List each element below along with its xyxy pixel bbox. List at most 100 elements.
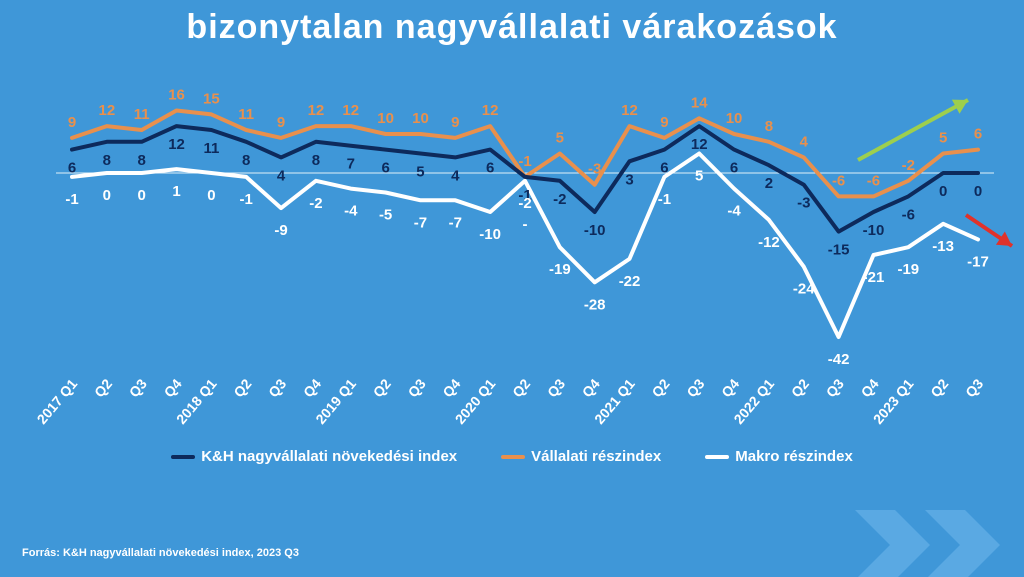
x-tick-label: Q3 bbox=[544, 375, 568, 400]
data-label-macro: -7 bbox=[449, 214, 462, 231]
data-label-corporate: 8 bbox=[765, 118, 773, 135]
chevron-logo-icon bbox=[855, 510, 1000, 577]
x-tick-label: Q4 bbox=[857, 375, 881, 400]
data-label-corporate: 9 bbox=[68, 114, 76, 131]
trend-up-arrow-icon bbox=[857, 98, 969, 162]
data-label-macro: -2 bbox=[518, 195, 531, 212]
x-tick-label: Q3 bbox=[962, 375, 986, 400]
data-label-macro: -12 bbox=[758, 234, 780, 251]
x-tick-label: Q2 bbox=[648, 375, 672, 400]
data-label-macro: 0 bbox=[103, 187, 111, 204]
data-label-macro: -2 bbox=[309, 195, 322, 212]
data-label-index: 6 bbox=[381, 160, 389, 177]
x-tick-label: Q4 bbox=[579, 375, 603, 400]
legend-swatch-index bbox=[171, 454, 196, 459]
data-label-corporate: 9 bbox=[277, 114, 285, 131]
data-label-corporate: 11 bbox=[134, 106, 150, 123]
data-label-macro: -7 bbox=[414, 214, 427, 231]
data-label-corporate: 15 bbox=[203, 90, 220, 107]
data-label-index: 3 bbox=[625, 171, 633, 188]
data-label-corporate: 11 bbox=[238, 106, 254, 123]
data-label-macro: -28 bbox=[584, 296, 606, 313]
data-label-macro: -21 bbox=[863, 269, 885, 286]
data-label-index: 12 bbox=[168, 136, 185, 153]
data-label-corporate: 9 bbox=[660, 114, 668, 131]
data-label-macro: -9 bbox=[274, 222, 287, 239]
x-tick-label: Q3 bbox=[265, 375, 289, 400]
legend-item-index: K&H nagyvállalati növekedési index bbox=[171, 448, 457, 465]
data-label-macro: -4 bbox=[344, 203, 358, 220]
data-label-corporate: 9 bbox=[451, 114, 459, 131]
data-label-macro: 0 bbox=[207, 187, 215, 204]
legend-swatch-corporate bbox=[501, 454, 526, 459]
data-label-macro: -5 bbox=[379, 207, 392, 224]
data-label-index: -3 bbox=[797, 195, 810, 212]
legend-item-corporate: Vállalati részindex bbox=[501, 448, 661, 465]
x-tick-label: Q4 bbox=[300, 375, 324, 400]
data-label-corporate: 10 bbox=[412, 110, 429, 127]
data-label-index: 6 bbox=[730, 160, 738, 177]
data-label-index: -10 bbox=[584, 222, 606, 239]
data-label-corporate: 6 bbox=[974, 126, 982, 143]
legend-label-corporate: Vállalati részindex bbox=[531, 448, 662, 465]
data-label-index: 8 bbox=[138, 152, 146, 169]
data-label-macro: -10 bbox=[479, 226, 501, 243]
x-tick-label: Q2 bbox=[230, 375, 254, 400]
data-label-index: 8 bbox=[103, 152, 111, 169]
data-label-index: 0 bbox=[939, 183, 947, 200]
data-label-corporate: -2 bbox=[902, 157, 915, 174]
data-label-index: 4 bbox=[451, 167, 460, 184]
data-label-macro: -17 bbox=[967, 253, 989, 270]
data-label-index: 7 bbox=[347, 156, 355, 173]
data-label-index: 12 bbox=[691, 136, 708, 153]
legend-label-index: K&H nagyvállalati növekedési index bbox=[201, 448, 458, 465]
data-label-macro: -13 bbox=[932, 238, 954, 255]
data-label-corporate: 12 bbox=[342, 102, 359, 119]
x-tick-label: Q3 bbox=[823, 375, 847, 400]
x-tick-label: Q2 bbox=[91, 375, 115, 400]
data-label-index: -1 bbox=[518, 187, 531, 204]
legend-label-macro: Makro részindex bbox=[735, 448, 853, 465]
data-label-macro: -1 bbox=[658, 191, 671, 208]
x-tick-label: Q2 bbox=[927, 375, 951, 400]
data-label-corporate: -1 bbox=[518, 153, 531, 170]
data-label-index: -15 bbox=[828, 242, 850, 259]
data-label-index: 5 bbox=[416, 163, 424, 180]
data-label-macro: -42 bbox=[828, 351, 850, 368]
data-label-macro: -19 bbox=[897, 261, 919, 278]
data-label-index: 8 bbox=[312, 152, 320, 169]
data-label-corporate: 12 bbox=[308, 102, 325, 119]
data-label-corporate: 5 bbox=[556, 129, 564, 146]
data-label-index: -10 bbox=[863, 222, 885, 239]
x-tick-label: Q3 bbox=[683, 375, 707, 400]
data-label-macro: -1 bbox=[65, 191, 78, 208]
x-tick-label: Q4 bbox=[718, 375, 742, 400]
data-label-corporate: 12 bbox=[99, 102, 116, 119]
data-label-macro: 0 bbox=[138, 187, 146, 204]
data-label-index: 2 bbox=[765, 175, 773, 192]
data-label-index: 0 bbox=[974, 183, 982, 200]
data-label-index: 6 bbox=[660, 160, 668, 177]
data-label-macro: -22 bbox=[619, 273, 641, 290]
data-label-corporate: 16 bbox=[168, 87, 185, 104]
data-label-corporate: 12 bbox=[482, 102, 499, 119]
x-tick-label: 2017 Q1 bbox=[34, 375, 81, 427]
legend: K&H nagyvállalati növekedési index Válla… bbox=[0, 448, 1024, 465]
x-tick-label: Q4 bbox=[161, 375, 185, 400]
data-label-corporate: 12 bbox=[621, 102, 638, 119]
source-note: Forrás: K&H nagyvállalati növekedési ind… bbox=[22, 547, 299, 559]
data-label-corporate: 4 bbox=[800, 133, 809, 150]
series-line-macro bbox=[70, 151, 980, 339]
data-label-macro: -1 bbox=[240, 191, 253, 208]
x-tick-label: Q3 bbox=[126, 375, 150, 400]
chart-title: bizonytalan nagyvállalati várakozások bbox=[186, 8, 838, 46]
legend-swatch-macro bbox=[705, 454, 730, 459]
data-label-corporate: 5 bbox=[939, 129, 947, 146]
legend-item-macro: Makro részindex bbox=[705, 448, 853, 465]
x-tick-label: Q2 bbox=[788, 375, 812, 400]
zero-line-label: - bbox=[523, 216, 528, 233]
data-label-macro: -24 bbox=[793, 281, 815, 298]
